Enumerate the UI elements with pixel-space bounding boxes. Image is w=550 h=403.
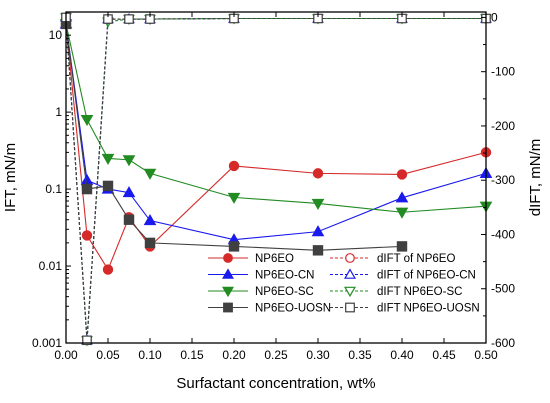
legend-marker	[222, 268, 234, 279]
x-tick-label: 0.10	[138, 348, 162, 362]
data-point	[81, 230, 93, 241]
series-line	[65, 23, 487, 271]
x-tick-label: 0.30	[306, 348, 330, 362]
legend-label: NP6EO	[255, 253, 294, 265]
data-point	[124, 14, 134, 24]
legend-item: NP6EO-SC	[208, 286, 314, 298]
legend-marker	[223, 253, 233, 263]
y-tick-label: 10	[49, 28, 63, 42]
x-tick-label: 0.25	[264, 348, 288, 362]
data-point	[82, 335, 92, 346]
y2-axis-title: dIFT, mN/m	[527, 139, 544, 217]
data-point	[143, 214, 157, 226]
data-point	[395, 207, 409, 219]
data-point	[81, 183, 93, 195]
y2-tick-label: -300	[491, 173, 515, 187]
data-point	[227, 192, 241, 204]
series-line	[65, 23, 403, 251]
data-point	[396, 241, 408, 252]
legend-item: dIFT of NP6EO	[330, 253, 455, 265]
data-point	[80, 115, 94, 127]
legend-label: dIFT of NP6EO	[377, 253, 455, 265]
y-axis-title: IFT, mN/m	[2, 143, 19, 212]
legend-label: dIFT NP6EO-SC	[377, 286, 462, 298]
x-tick-label: 0.45	[432, 348, 456, 362]
data-point	[122, 186, 136, 198]
legend-label: dIFT of NP6EO-CN	[377, 270, 476, 282]
legend: NP6EO NP6EO-CN NP6EO-SC NP6EO-UOSN dIFT of N…	[208, 253, 480, 315]
y2-tick-label: -400	[491, 227, 515, 241]
x-tick-label: 0.50	[474, 348, 498, 362]
series-line	[65, 23, 487, 241]
data-point	[144, 237, 156, 249]
data-point	[143, 168, 157, 180]
y-tick-label: 0.01	[39, 259, 63, 273]
x-tick-label: 0.40	[390, 348, 414, 362]
y2-tick-label: -100	[491, 65, 515, 79]
x-axis-title: Surfactant concentration, wt%	[176, 375, 375, 392]
y2-tick-label: -500	[491, 282, 515, 296]
x-tick-label: 0.00	[54, 348, 78, 362]
series-ift-1	[59, 17, 493, 245]
legend-item: dIFT of NP6EO-CN	[330, 268, 476, 282]
legend-marker	[344, 286, 356, 298]
data-point	[395, 191, 409, 203]
legend-marker	[345, 302, 355, 313]
legend-marker	[222, 286, 234, 298]
data-point	[102, 180, 114, 192]
legend-marker	[345, 253, 355, 263]
x-tick-label: 0.05	[96, 348, 120, 362]
data-point	[228, 160, 240, 172]
data-point	[228, 241, 240, 252]
x-tick-label: 0.35	[348, 348, 372, 362]
legend-marker	[223, 302, 233, 313]
data-point	[311, 198, 325, 210]
legend-label: NP6EO-SC	[255, 286, 314, 298]
data-point	[312, 245, 324, 256]
legend-label: NP6EO-UOSN	[255, 303, 331, 315]
data-point	[80, 173, 94, 185]
series-ift-2	[59, 19, 493, 219]
y-tick-label: 1	[55, 105, 62, 119]
legend-item: dIFT NP6EO-UOSN	[330, 303, 480, 315]
tick-layer: 0.00 0.05 0.10 0.15 0.20 0.25 0.30 0.35 0.40 0.45…	[32, 10, 515, 362]
data-point	[396, 169, 408, 180]
legend-marker	[344, 268, 356, 279]
y-tick-label: 0.001	[32, 336, 62, 350]
y2-tick-label: -200	[491, 119, 515, 133]
legend-label: dIFT NP6EO-UOSN	[377, 303, 480, 315]
legend-item: NP6EO-CN	[208, 268, 314, 282]
data-point	[101, 153, 115, 165]
data-point	[123, 214, 135, 225]
legend-item: NP6EO	[208, 253, 294, 265]
data-point	[102, 264, 114, 275]
legend-item: dIFT NP6EO-SC	[330, 286, 462, 298]
series-ift-3	[60, 18, 408, 256]
legend-item: NP6EO-UOSN	[208, 303, 331, 315]
y-tick-label: 0.1	[45, 182, 62, 196]
x-tick-label: 0.20	[222, 348, 246, 362]
series-layer	[59, 11, 493, 347]
y2-tick-label: -600	[491, 336, 515, 350]
data-point	[311, 225, 325, 237]
data-point	[312, 168, 324, 179]
x-tick-label: 0.15	[180, 348, 204, 362]
series-line	[65, 23, 487, 213]
data-point	[122, 155, 136, 167]
legend-label: NP6EO-CN	[255, 270, 314, 282]
y2-tick-label: 0	[491, 10, 498, 24]
